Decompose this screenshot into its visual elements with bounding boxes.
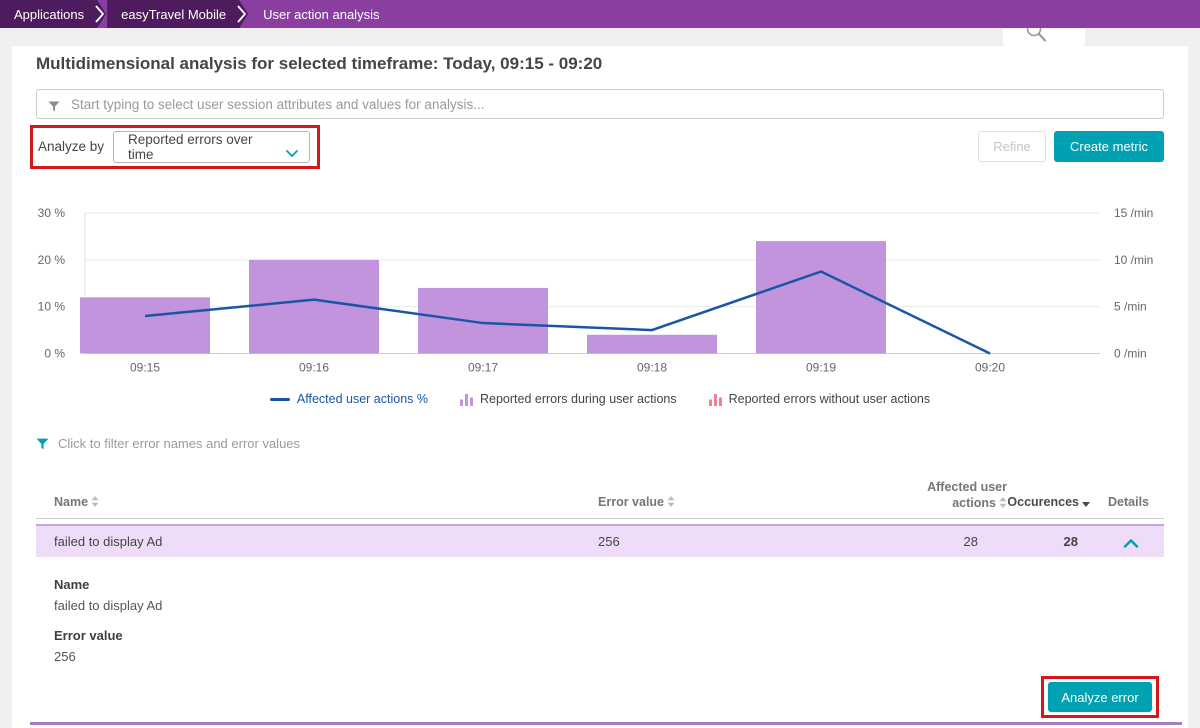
filter-funnel-icon (36, 438, 49, 449)
column-header-occurences[interactable]: Occurences (990, 495, 1090, 509)
column-header-details: Details (1108, 495, 1149, 509)
svg-text:15 /min: 15 /min (1114, 206, 1153, 220)
svg-text:09:15: 09:15 (130, 361, 160, 375)
legend-item-errors-without-actions[interactable]: Reported errors without user actions (708, 392, 931, 406)
mini-bar-chart-icon (459, 393, 473, 406)
search-tab[interactable] (1003, 28, 1085, 46)
table-header-row: Name Error value Affected user actions O… (36, 480, 1164, 519)
chart-canvas: 30 % 15 /min 20 % 10 /min 10 % 5 /min 0 % 0 /mi… (38, 206, 1154, 375)
svg-text:20 %: 20 % (38, 253, 66, 267)
collapse-row-button[interactable] (1116, 536, 1146, 551)
svg-text:09:20: 09:20 (975, 361, 1005, 375)
svg-text:09:19: 09:19 (806, 361, 836, 375)
detail-error-value-label: Error value (54, 628, 123, 643)
breadcrumb-item-user-action-analysis: User action analysis (263, 6, 380, 22)
analyze-by-selected-value: Reported errors over time (128, 132, 253, 162)
chevron-up-icon (1123, 538, 1139, 548)
chevron-right-icon (95, 0, 105, 28)
legend-item-affected-user-actions[interactable]: Affected user actions % (269, 392, 428, 406)
svg-text:30 %: 30 % (38, 206, 66, 220)
chevron-right-icon (237, 0, 247, 28)
create-metric-button[interactable]: Create metric (1054, 131, 1164, 162)
detail-name-value: failed to display Ad (54, 598, 163, 613)
row-error-value-cell: 256 (598, 534, 620, 549)
legend-label: Affected user actions % (296, 392, 428, 406)
mini-bar-chart-icon (708, 393, 722, 406)
row-affected-user-actions-cell: 28 (963, 534, 978, 549)
svg-text:0 /min: 0 /min (1114, 347, 1147, 361)
svg-text:09:17: 09:17 (468, 361, 498, 375)
chevron-down-icon (286, 145, 298, 160)
page-title: Multidimensional analysis for selected t… (36, 54, 603, 73)
svg-text:09:16: 09:16 (299, 361, 329, 375)
filter-hint-label: Click to filter error names and error va… (58, 436, 301, 451)
analyze-error-button[interactable]: Analyze error (1048, 682, 1152, 712)
column-header-error-value[interactable]: Error value (598, 495, 675, 509)
reported-errors-chart[interactable]: 30 % 15 /min 20 % 10 /min 10 % 5 /min 0 % 0 /mi… (30, 205, 1170, 385)
sort-desc-icon (1082, 502, 1090, 507)
analyze-by-label: Analyze by (38, 139, 105, 154)
svg-text:5 /min: 5 /min (1114, 300, 1147, 314)
refine-button[interactable]: Refine (978, 131, 1046, 162)
analyze-by-dropdown[interactable]: Reported errors over time (113, 131, 310, 163)
svg-text:10 %: 10 % (38, 300, 66, 314)
sort-icon (667, 496, 675, 507)
sort-icon (91, 496, 99, 507)
column-header-affected-user-actions[interactable]: Affected user actions (927, 479, 1007, 510)
content-card: Multidimensional analysis for selected t… (12, 46, 1188, 728)
svg-text:09:18: 09:18 (637, 361, 667, 375)
row-name-cell: failed to display Ad (54, 534, 163, 549)
search-icon (1026, 28, 1047, 42)
filter-hint[interactable]: Click to filter error names and error va… (36, 436, 300, 451)
session-attribute-search-input[interactable] (36, 89, 1164, 119)
column-header-name[interactable]: Name (54, 495, 99, 509)
sort-icon (999, 496, 1007, 508)
detail-name-label: Name (54, 577, 90, 592)
section-divider (30, 722, 1182, 725)
line-swatch-icon (269, 397, 290, 401)
filter-funnel-icon (48, 99, 60, 117)
svg-text:10 /min: 10 /min (1114, 253, 1153, 267)
detail-error-value: 256 (54, 649, 76, 664)
legend-item-errors-during-actions[interactable]: Reported errors during user actions (459, 392, 677, 406)
legend-label: Reported errors without user actions (728, 392, 931, 406)
breadcrumb-item-easytravel-mobile[interactable]: easyTravel Mobile (107, 0, 248, 28)
chart-legend: Affected user actions % Reported errors … (30, 392, 1170, 406)
legend-label: Reported errors during user actions (479, 392, 677, 406)
svg-text:0 %: 0 % (44, 347, 65, 361)
table-row[interactable]: failed to display Ad 256 28 28 (36, 524, 1164, 557)
breadcrumb-item-applications[interactable]: Applications (0, 0, 106, 28)
breadcrumb: Applications easyTravel Mobile User acti… (0, 0, 1200, 28)
row-occurences-cell: 28 (1063, 534, 1078, 549)
